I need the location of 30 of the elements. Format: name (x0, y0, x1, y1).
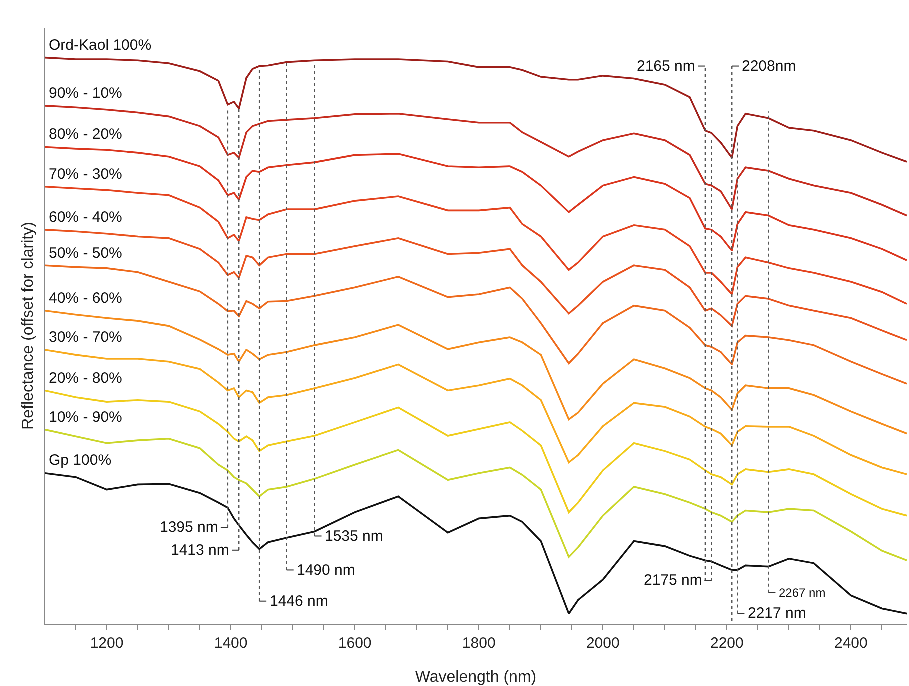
series-label: 60% - 40% (49, 209, 122, 226)
x-axis-title: Wavelength (nm) (415, 669, 537, 686)
series-label: 50% - 50% (49, 245, 122, 262)
series-label: 90% - 10% (49, 85, 122, 102)
ref-line-label: 1446 nm (270, 593, 328, 610)
ref-line-label: 2267 nm (779, 586, 826, 600)
ref-line-label: 1395 nm (160, 519, 218, 536)
ref-line-label: 2217 nm (748, 605, 806, 622)
x-tick-label: 1600 (338, 635, 372, 652)
series-label: 10% - 90% (49, 409, 122, 426)
series-label: 80% - 20% (49, 126, 122, 143)
x-tick-label: 2400 (834, 635, 868, 652)
y-axis-title: Reflectance (offset for clarity) (20, 222, 37, 430)
ref-line-label: 1413 nm (171, 542, 230, 559)
ref-line-label: 2208nm (742, 58, 796, 75)
series-label: Gp 100% (49, 452, 112, 469)
ref-line-label: 1535 nm (325, 528, 384, 545)
ref-line-label: 2175 nm (644, 572, 702, 589)
series-label: 40% - 60% (49, 290, 122, 307)
series-label: 20% - 80% (49, 370, 122, 387)
ref-line-label: 1490 nm (297, 562, 356, 579)
x-tick-label: 1800 (462, 635, 496, 652)
series-label: Ord-Kaol 100% (49, 37, 152, 54)
ref-line-label: 2165 nm (637, 58, 696, 75)
x-tick-label: 2200 (710, 635, 744, 652)
x-tick-label: 1200 (90, 635, 124, 652)
x-tick-label: 2000 (586, 635, 620, 652)
series-label: 70% - 30% (49, 166, 122, 183)
series-label: 30% - 70% (49, 329, 122, 346)
x-tick-label: 1400 (214, 635, 248, 652)
